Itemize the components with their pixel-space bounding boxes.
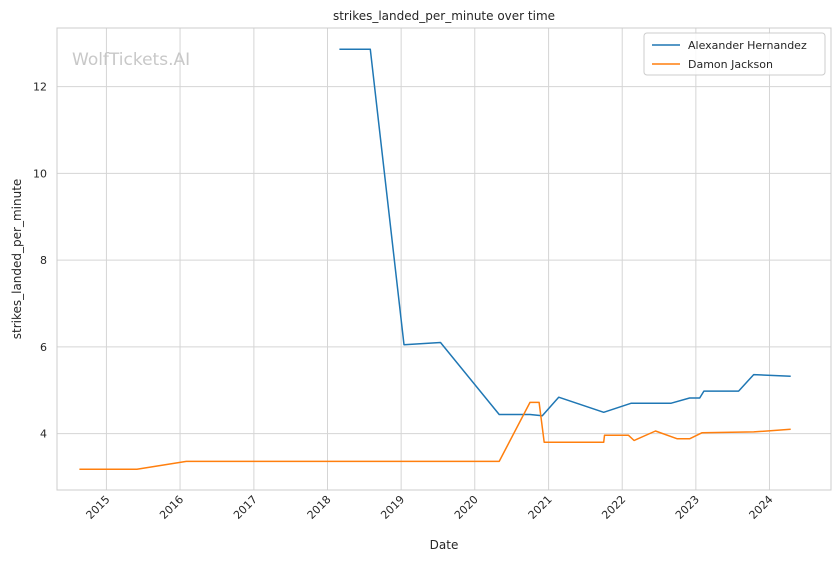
y-axis-label: strikes_landed_per_minute xyxy=(10,179,24,340)
y-tick-label: 8 xyxy=(40,254,47,267)
y-tick-label: 10 xyxy=(33,167,47,180)
legend: Alexander Hernandez Damon Jackson xyxy=(644,33,825,75)
chart-title: strikes_landed_per_minute over time xyxy=(333,9,555,23)
legend-label-damon-jackson: Damon Jackson xyxy=(688,58,773,71)
watermark-text: WolfTickets.AI xyxy=(72,50,190,70)
x-axis-label: Date xyxy=(430,538,459,552)
y-tick-label: 6 xyxy=(40,341,47,354)
y-tick-label: 12 xyxy=(33,81,47,94)
y-tick-label: 4 xyxy=(40,428,47,441)
legend-label-alexander-hernandez: Alexander Hernandez xyxy=(688,39,807,52)
